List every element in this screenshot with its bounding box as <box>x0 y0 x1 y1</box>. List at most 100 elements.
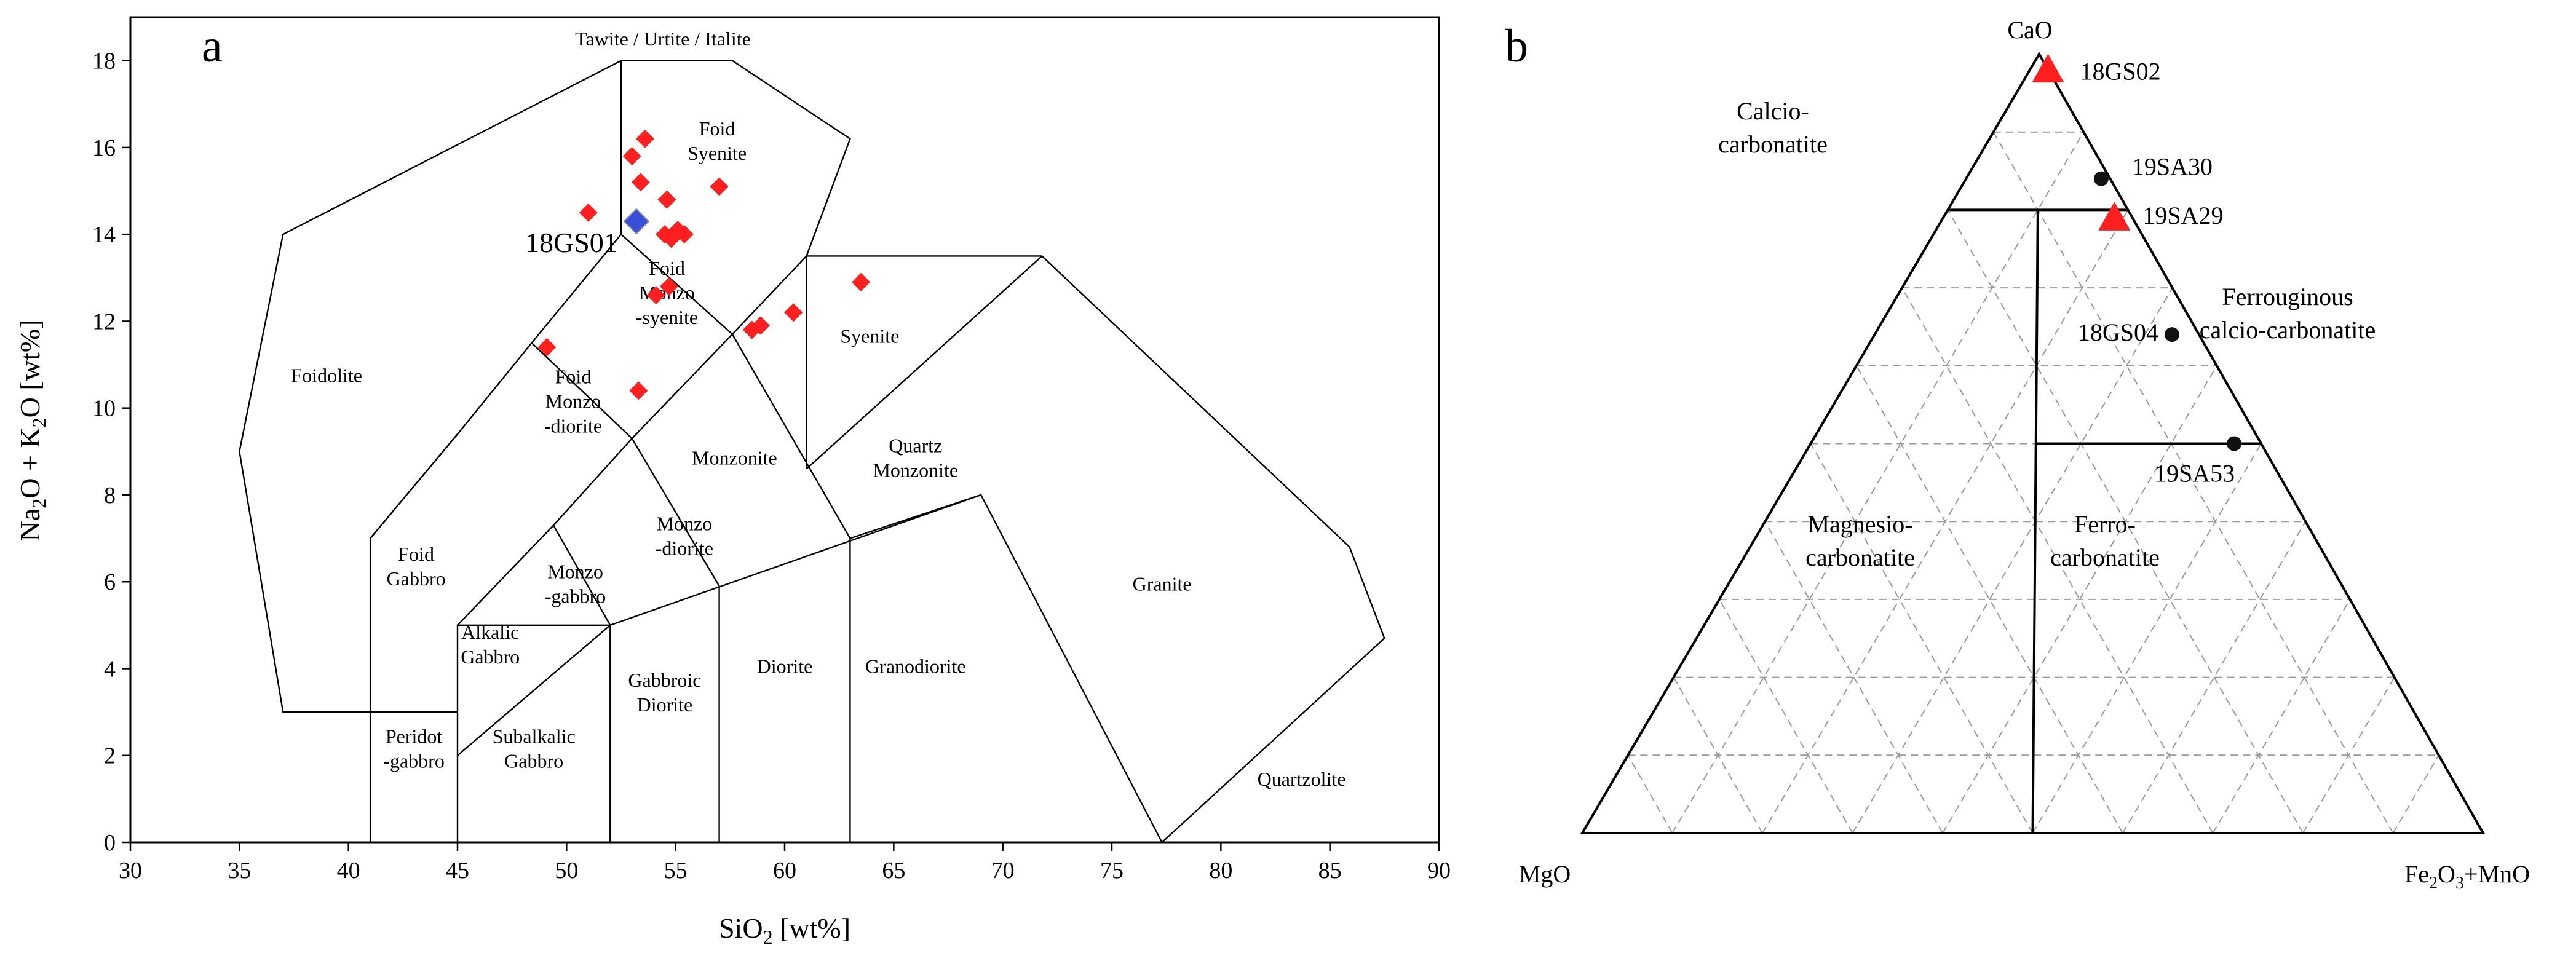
field-label-peridot-gabbro: Peridot -gabbro <box>383 726 445 772</box>
field-label-foid-monzo-diorite: Foid Monzo -diorite <box>544 366 602 437</box>
tas-top-field-label: Tawite / Urtite / Italite <box>575 28 751 50</box>
x-title-sub: 2 <box>763 926 773 948</box>
y-title-na: Na <box>14 508 46 542</box>
ternary-grid-line <box>1673 677 1763 834</box>
ternary-field-labels: Calcio-carbonatite Ferrouginous calcio-car… <box>1718 97 2376 571</box>
y-tick-label: 6 <box>104 569 116 595</box>
ternary-field-line: Ferrouginous <box>2222 283 2353 310</box>
x-tick-label: 90 <box>1427 858 1451 884</box>
x-tick-label: 65 <box>882 858 905 884</box>
ternary-field-magnesio-carbonatite: Magnesio-carbonatite <box>1805 510 1915 571</box>
field-label-quartz-monzonite: Quartz Monzonite <box>873 435 958 481</box>
field-label-line: Foid <box>649 257 685 279</box>
tas-x-axis-title: SiO2 [wt%] <box>719 912 850 948</box>
field-label-line: -syenite <box>636 306 698 328</box>
field-label-monzo-diorite: Monzo -diorite <box>656 513 713 560</box>
field-label-line: Peridot <box>386 726 443 748</box>
field-label-alkalic-gabbro: Alkalic Gabbro <box>461 621 520 668</box>
ternary-grid-line <box>1901 287 2214 834</box>
o-sub: 3 <box>2455 874 2464 893</box>
x-tick-label: 60 <box>773 858 796 884</box>
panel-b-label: b <box>1505 20 1528 72</box>
field-label-line: Foidolite <box>291 364 362 386</box>
ternary-frame-and-boundaries <box>1580 52 2486 834</box>
ternary-field-line: calcio-carbonatite <box>2200 316 2376 344</box>
field-label-line: Diorite <box>637 694 693 716</box>
x-tick-label: 45 <box>446 858 469 884</box>
corner-label-mgo: MgO <box>1519 860 1571 888</box>
field-label-line: Alkalic <box>461 621 519 643</box>
field-label-line: Gabbro <box>387 568 446 590</box>
field-label-line: Foid <box>555 366 592 388</box>
field-label-quartzolite: Quartzolite <box>1258 768 1346 790</box>
tas-boundary-line <box>850 494 981 539</box>
ternary-field-line: carbonatite <box>2050 544 2160 571</box>
sample-point <box>751 316 770 335</box>
tas-axis-ticks: 30 35 40 45 50 55 60 65 70 75 80 85 90 0 2 4 6 8 10 12 14 16 1… <box>92 49 1451 884</box>
sample-point <box>660 277 679 296</box>
tas-y-axis-title: Na2O + K2O [wt%] <box>14 320 50 542</box>
sample-point <box>631 173 650 192</box>
ternary-grid-line <box>1719 599 1853 834</box>
sample-point <box>784 303 803 322</box>
field-label-line: Monzonite <box>873 459 958 481</box>
x-tick-label: 80 <box>1209 858 1232 884</box>
ternary-field-ferrouginous-calcio-carbonatite: Ferrouginous calcio-carbonatite <box>2200 283 2376 344</box>
tas-boundary-line <box>370 433 458 539</box>
o-part: O <box>2438 860 2455 888</box>
ternary-grid-line <box>1810 443 2034 834</box>
tas-boundary-line <box>553 524 611 626</box>
sample-point <box>657 190 676 209</box>
tas-diagram: a FoidoliteFoidSyeniteFoidMonzo-syeniteS… <box>14 16 1451 948</box>
tas-boundary-line <box>620 234 733 335</box>
x-tick-label: 35 <box>228 858 251 884</box>
panel-a-label: a <box>202 20 223 72</box>
sample-label-19SA29: 19SA29 <box>2142 202 2223 229</box>
field-label-line: -gabbro <box>383 750 445 772</box>
tas-field-boundaries <box>239 60 1385 843</box>
tas-sample-points <box>537 129 871 400</box>
ternary-grid-line <box>2122 521 2307 834</box>
field-label-subalkalic-gabbro: Subalkalic Gabbro <box>493 726 576 772</box>
sample-marker-18GS04 <box>2164 327 2179 342</box>
ternary-grid-line <box>2032 443 2262 834</box>
y-tick-label: 2 <box>104 743 116 769</box>
field-label-line: Syenite <box>688 142 747 164</box>
ternary-samples: 18GS02 19SA30 19SA29 18GS04 19SA53 <box>2032 53 2242 488</box>
field-label-line: Monzonite <box>692 447 777 469</box>
field-label-line: Subalkalic <box>493 726 576 748</box>
tas-boundary-line <box>457 255 1042 626</box>
ternary-field-line: carbonatite <box>1805 544 1915 571</box>
sample-marker-19SA30 <box>2093 171 2109 186</box>
y-title-o-units: O [wt%] <box>14 320 46 418</box>
sample-point <box>629 381 648 400</box>
field-label-line: Foid <box>398 543 434 565</box>
field-label-foid-syenite: Foid Syenite <box>688 117 747 164</box>
x-title-part-2: [wt%] <box>773 912 850 944</box>
field-label-line: Quartz <box>889 435 942 457</box>
field-label-line: Monzo <box>547 560 603 582</box>
field-label-line: Diorite <box>757 655 813 678</box>
sample-point <box>646 286 665 305</box>
sample-point <box>537 338 557 357</box>
y-title-sub2: 2 <box>28 417 50 427</box>
field-label-line: Gabbroic <box>628 669 701 691</box>
x-tick-label: 30 <box>119 858 142 884</box>
tas-plot-frame <box>129 16 1440 844</box>
field-label-foid-gabbro: Foid Gabbro <box>387 543 446 590</box>
sample-point <box>622 147 641 166</box>
ternary-grid-line <box>1764 521 1943 834</box>
ternary-field-ferro-carbonatite: Ferro-carbonatite <box>2050 510 2160 571</box>
field-label-line: Granodiorite <box>865 655 966 678</box>
ternary-grid-line <box>2212 599 2351 834</box>
ternary-field-line: Calcio- <box>1737 97 1809 125</box>
y-tick-label: 10 <box>92 396 116 422</box>
boundary-mg-fe-divider <box>2031 210 2039 834</box>
sample-label-19SA30: 19SA30 <box>2132 153 2213 181</box>
ternary-grid-line <box>2392 754 2439 834</box>
fe-part: Fe <box>2404 860 2429 888</box>
corner-label-fe2o3-mno: Fe2O3+MnO <box>2404 860 2530 893</box>
y-tick-label: 14 <box>92 222 116 248</box>
field-label-line: Foid <box>699 117 735 140</box>
